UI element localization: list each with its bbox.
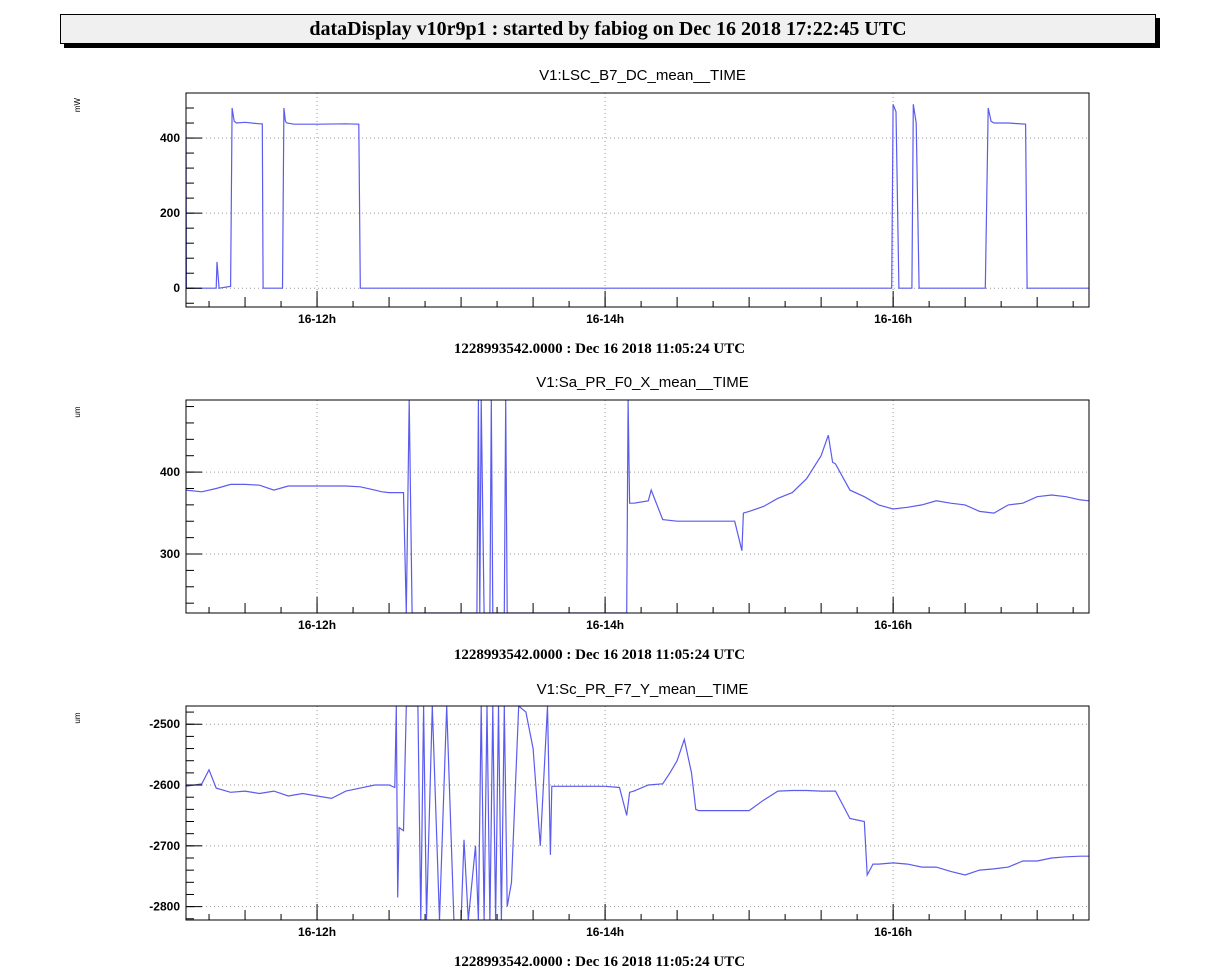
plot-frame — [185, 92, 1090, 308]
y-axis-unit: um — [73, 712, 82, 723]
x-tick-label: 16-12h — [298, 925, 336, 939]
y-axis-unit: mW — [73, 97, 82, 112]
y-tick-label: -2600 — [149, 778, 180, 792]
plot-frame — [185, 399, 1090, 614]
plot-title: V1:Sc_PR_F7_Y_mean__TIME — [537, 681, 749, 698]
x-tick-label: 16-16h — [874, 312, 912, 326]
series-line — [186, 706, 1089, 920]
y-tick-label: 400 — [160, 131, 180, 145]
y-tick-label: 200 — [160, 206, 180, 220]
x-tick-label: 16-12h — [298, 312, 336, 326]
plot-panel-1: V1:LSC_B7_DC_mean__TIME mW 0 200 400 16-12h 16… — [73, 67, 1090, 357]
x-tick-label: 16-16h — [874, 925, 912, 939]
plot-title: V1:LSC_B7_DC_mean__TIME — [539, 67, 746, 84]
gps-time-label: 1228993542.0000 : Dec 16 2018 11:05:24 U… — [454, 341, 745, 357]
x-tick-label: 16-14h — [586, 925, 624, 939]
x-tick-label: 16-12h — [298, 618, 336, 632]
series-line — [186, 104, 1089, 289]
plot-title: V1:Sa_PR_F0_X_mean__TIME — [536, 374, 749, 391]
y-tick-label: -2700 — [149, 839, 180, 853]
plot-frame — [185, 705, 1090, 921]
x-tick-label: 16-14h — [586, 312, 624, 326]
y-tick-label: 300 — [160, 547, 180, 561]
gps-time-label: 1228993542.0000 : Dec 16 2018 11:05:24 U… — [454, 954, 745, 970]
x-tick-label: 16-16h — [874, 618, 912, 632]
series-line — [186, 400, 1089, 613]
y-tick-label: -2800 — [149, 900, 180, 914]
y-tick-label: -2500 — [149, 717, 180, 731]
x-tick-label: 16-14h — [586, 618, 624, 632]
y-axis-unit: um — [73, 406, 82, 417]
y-tick-label: 400 — [160, 465, 180, 479]
gps-time-label: 1228993542.0000 : Dec 16 2018 11:05:24 U… — [454, 647, 745, 663]
y-tick-label: 0 — [173, 281, 180, 295]
window-title: dataDisplay v10r9p1 : started by fabiog … — [60, 14, 1156, 44]
